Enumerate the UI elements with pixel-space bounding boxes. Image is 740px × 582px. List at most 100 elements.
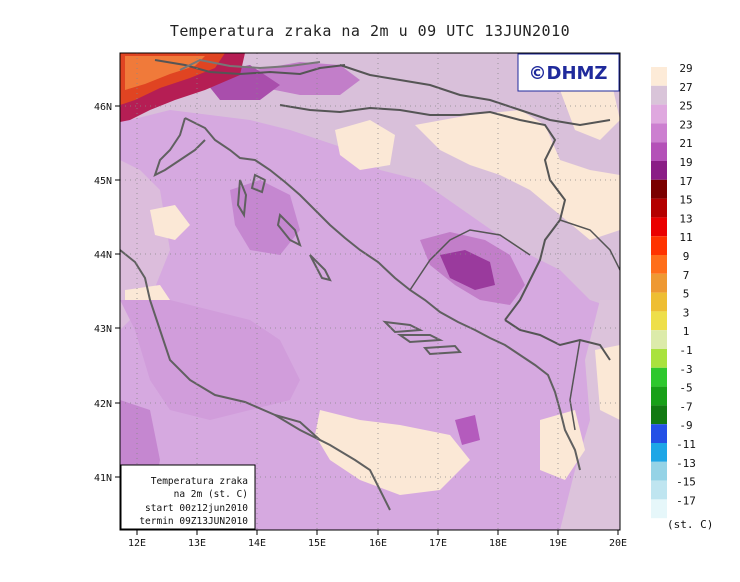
lat-label: 44N [94,250,112,261]
legend-label: -13 [676,457,696,470]
longitude-labels: 12E 13E 14E 15E 16E 17E 18E 19E 20E [128,538,627,549]
legend-label: 27 [679,81,692,94]
legend-swatch [651,480,667,500]
legend-label: -3 [679,363,692,376]
lat-label: 45N [94,176,112,187]
legend-label: -5 [679,382,692,395]
island-korcula [422,344,463,356]
lon-label: 20E [609,538,627,549]
lat-label: 41N [94,473,112,484]
lon-label: 17E [429,538,447,549]
lon-label: 12E [128,538,146,549]
map-title: Temperatura zraka na 2m u 09 UTC 13JUN20… [169,22,571,40]
brand-text: ©DHMZ [529,63,608,84]
latitude-labels: 41N 42N 43N 44N 45N 46N [94,102,112,484]
legend-label: 29 [679,62,692,75]
lat-label: 43N [94,324,112,335]
legend-swatch [651,443,667,462]
land-italy [120,160,170,330]
legend-label: 19 [679,156,692,169]
map-frame [119,52,621,531]
legend-swatch [651,367,667,387]
legend-swatch [651,311,667,331]
lon-label: 14E [248,538,266,549]
island-pag [276,212,302,247]
info-box: Temperatura zraka na 2m (st. C) start 00… [120,464,256,530]
color-legend: (st. C) 29 27 25 23 21 19 17 15 13 11 9 7 5 3 1 -1 -3 -5 -… [651,62,713,531]
legend-swatch [651,349,667,368]
cool-zone-8 [455,415,480,445]
island-hvar [396,334,444,344]
legend-label: -9 [679,419,692,432]
warm-zone-5 [540,410,585,480]
legend-label: 11 [679,231,692,244]
coastline-italy [120,249,391,511]
legend-swatch [651,67,667,86]
legend-label: 23 [679,118,692,131]
border-albania [569,339,581,431]
lon-label: 16E [369,538,387,549]
info-line-4: termin 09Z13JUN2010 [139,516,248,527]
legend-label: 17 [679,175,692,188]
legend-label: 21 [679,137,692,150]
warm-zone-7 [150,205,190,240]
lon-label: 18E [489,538,507,549]
coastline-istria [153,117,206,177]
warm-zone-6 [595,345,620,420]
dhmz-logo: ©DHMZ [517,53,620,92]
legend-label: -11 [676,438,696,451]
island-brac [382,320,424,334]
legend-label: 9 [683,250,690,263]
legend-swatch [651,142,667,161]
legend-label: 5 [683,288,690,301]
legend-swatch [651,405,667,425]
border-serbia [559,219,620,271]
legend-swatch [651,386,667,406]
legend-swatch [651,330,667,349]
legend-label: -17 [676,494,696,507]
island-krk [250,173,267,194]
legend-unit: (st. C) [667,518,713,531]
legend-label: 7 [683,269,690,282]
border-montenegro [504,319,611,361]
legend-label: 13 [679,212,692,225]
cool-zone-1 [120,300,300,420]
legend-swatch [651,198,667,218]
legend-swatch [651,236,667,255]
legend-swatch [651,424,667,443]
lon-label: 15E [308,538,326,549]
legend-swatch [651,217,667,237]
lon-label: 13E [188,538,206,549]
legend-swatch [651,85,667,105]
warm-zone-3 [335,120,395,170]
cool-zone-6 [255,62,360,95]
coastline-gargano [274,414,321,441]
legend-swatch [651,104,667,124]
lon-label: 19E [549,538,567,549]
lat-label: 42N [94,399,112,410]
legend-label: 1 [683,325,690,338]
border-austria [179,58,321,71]
lat-label: 46N [94,102,112,113]
legend-label: -1 [679,344,692,357]
island-cres [236,179,248,219]
border-hungary [339,64,611,127]
cool-zone-2 [230,180,300,255]
warm-zone-4 [315,410,470,495]
legend-swatch [651,123,667,143]
graticule [120,53,620,530]
legend-swatch [651,292,667,312]
legend-label: 3 [683,306,690,319]
legend-swatch [651,461,667,481]
warm-zone-1 [415,110,620,240]
legend-label: 25 [679,100,692,113]
legend-swatch [651,179,667,199]
legend-label: -15 [676,476,696,489]
border-bih-south [409,229,531,291]
map-field [120,53,620,530]
legend-swatch [651,499,667,519]
axis-ticks [115,105,619,535]
legend-swatch [651,273,667,293]
cool-zone-5 [440,250,495,290]
